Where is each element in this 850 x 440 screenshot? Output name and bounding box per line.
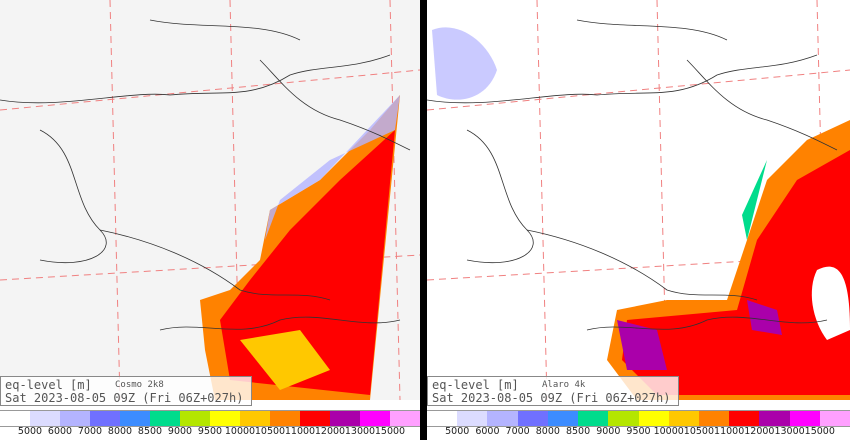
colorbar-tick-label: 13000	[774, 426, 805, 437]
colorbar-swatch	[60, 411, 90, 426]
cosmo-panel: eq-level [m] Cosmo 2k8 Sat 2023-08-05 09…	[0, 0, 420, 440]
colorbar-swatch	[150, 411, 180, 426]
colorbar-swatch	[0, 411, 30, 426]
colorbar-swatch	[330, 411, 360, 426]
colorbar-swatch	[698, 411, 730, 426]
colorbar-swatch	[300, 411, 330, 426]
colorbar-tick-label: 10000	[224, 426, 256, 437]
colorbar-tick-label: 6000	[475, 426, 500, 437]
colorbar-swatch	[210, 411, 240, 426]
model-label: Cosmo 2k8	[115, 380, 164, 390]
map-legend: eq-level [m] Alaro 4k Sat 2023-08-05 09Z…	[427, 376, 679, 406]
time-label: Sat 2023-08-05 09Z (Fri 06Z+027h)	[5, 391, 244, 405]
colorbar-tick-label: 9000	[596, 426, 621, 437]
colorbar-swatch	[789, 411, 820, 426]
colorbar-swatch	[360, 411, 390, 426]
colorbar-swatch	[120, 411, 150, 426]
time-label: Sat 2023-08-05 09Z (Fri 06Z+027h)	[432, 391, 671, 405]
colorbar-tick-label: 15000	[374, 426, 406, 437]
colorbar-swatch	[608, 411, 639, 426]
colorbar-tick-label: 8500	[137, 426, 163, 437]
colorbar-tick-label: 11000	[284, 426, 316, 437]
colorbar-swatch	[638, 411, 669, 426]
colorbar-swatch	[547, 411, 579, 426]
map-legend: eq-level [m] Cosmo 2k8 Sat 2023-08-05 09…	[0, 376, 252, 406]
colorbar-tick-label: 13000	[344, 426, 376, 437]
colorbar-swatch	[427, 411, 458, 426]
colorbar-swatch	[180, 411, 210, 426]
colorbar-tick-label: 9500	[197, 426, 223, 437]
colorbar-tick-label: 9500	[626, 426, 651, 437]
colorbar-tick-label: 10000	[653, 426, 684, 437]
variable-label: eq-level [m]	[432, 378, 519, 392]
colorbar-ticks: 5000 6000 7000 8000 8500 9000 9500 10000 10500 11…	[427, 426, 850, 440]
colorbar-swatch	[90, 411, 120, 426]
colorbar-tick-label: 7000	[505, 426, 530, 437]
colorbar-swatch	[487, 411, 518, 426]
colorbar	[427, 410, 850, 427]
colorbar-tick-label: 15000	[804, 426, 835, 437]
colorbar-swatch	[759, 411, 790, 426]
colorbar-tick-label: 11000	[714, 426, 745, 437]
colorbar-swatch	[457, 411, 488, 426]
colorbar-tick-label: 7000	[77, 426, 103, 437]
colorbar-tick-label: 5000	[17, 426, 43, 437]
colorbar	[0, 410, 420, 427]
colorbar-swatch	[819, 411, 850, 426]
variable-label: eq-level [m]	[5, 378, 92, 392]
colorbar-swatch	[729, 411, 760, 426]
colorbar-tick-label: 12000	[314, 426, 346, 437]
colorbar-tick-label: 5000	[445, 426, 470, 437]
colorbar-tick-label: 8500	[565, 426, 591, 437]
map-cosmo	[0, 0, 420, 400]
colorbar-tick-label: 8000	[107, 426, 133, 437]
colorbar-swatch	[240, 411, 270, 426]
colorbar-tick-label: 10500	[683, 426, 715, 437]
colorbar-swatch	[390, 411, 420, 426]
colorbar-ticks: 5000 6000 7000 8000 8500 9000 9500 10000 10500 11…	[0, 426, 420, 440]
colorbar-swatch	[30, 411, 60, 426]
colorbar-swatch	[270, 411, 300, 426]
colorbar-swatch	[517, 411, 548, 426]
colorbar-swatch	[668, 411, 699, 426]
colorbar-tick-label: 8000	[535, 426, 560, 437]
map-alaro	[427, 0, 850, 400]
colorbar-tick-label: 10500	[254, 426, 286, 437]
colorbar-tick-label: 12000	[744, 426, 775, 437]
colorbar-swatch	[578, 411, 609, 426]
model-label: Alaro 4k	[542, 380, 586, 390]
colorbar-tick-label: 9000	[167, 426, 193, 437]
alaro-panel: eq-level [m] Alaro 4k Sat 2023-08-05 09Z…	[427, 0, 850, 440]
colorbar-tick-label: 6000	[47, 426, 73, 437]
